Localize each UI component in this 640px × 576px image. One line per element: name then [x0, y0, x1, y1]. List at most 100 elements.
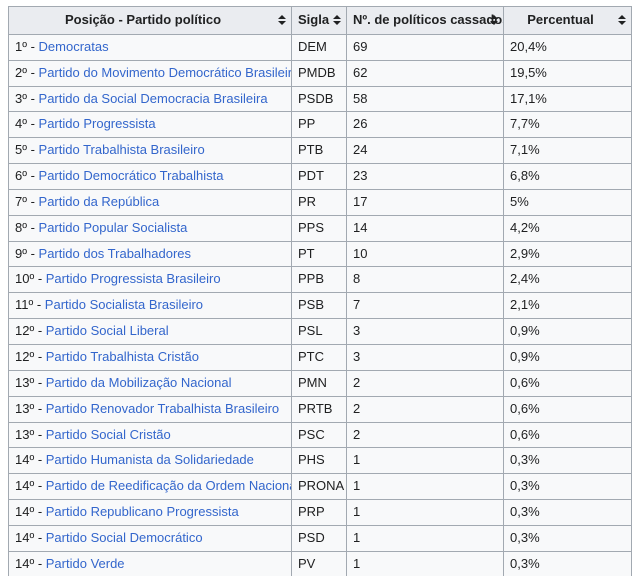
- percentual-cell: 2,1%: [503, 292, 632, 320]
- percentual-cell: 7,1%: [503, 137, 632, 165]
- cassados-cell: 1: [346, 473, 504, 501]
- party-link[interactable]: Partido Progressista: [38, 116, 156, 132]
- table-row: 14º - Partido de Reedificação da Ordem N…: [8, 473, 632, 501]
- position-label: 10º -: [15, 271, 46, 287]
- party-link[interactable]: Partido Verde: [45, 555, 125, 571]
- party-link[interactable]: Partido Trabalhista Brasileiro: [38, 142, 205, 158]
- sigla-cell: PRP: [291, 499, 347, 526]
- sigla-cell: PDT: [291, 163, 347, 190]
- sigla-cell: PMN: [291, 369, 347, 397]
- position-label: 6º -: [15, 168, 39, 184]
- percentual-cell: 2,4%: [503, 266, 632, 294]
- sort-icon[interactable]: [278, 15, 286, 26]
- party-link[interactable]: Partido da República: [38, 193, 160, 209]
- cassados-cell: 24: [346, 137, 504, 165]
- position-label: 14º -: [15, 555, 46, 571]
- table-row: 1º - Democratas DEM 69 20,4%: [8, 33, 632, 61]
- table-row: 11º - Partido Socialista Brasileiro PSB …: [8, 292, 632, 320]
- party-link[interactable]: Partido Humanista da Solidariedade: [45, 452, 254, 468]
- header-percentual[interactable]: Percentual: [503, 6, 632, 35]
- sigla-cell: PV: [291, 550, 347, 576]
- table-row: 13º - Partido Renovador Trabalhista Bras…: [8, 395, 632, 423]
- sigla-cell: PPS: [291, 214, 347, 242]
- cassados-cell: 17: [346, 188, 504, 216]
- party-link[interactable]: Partido Republicano Progressista: [45, 504, 239, 520]
- cassados-cell: 8: [346, 266, 504, 294]
- party-link[interactable]: Partido Renovador Trabalhista Brasileiro: [45, 400, 280, 416]
- cassados-cell: 1: [346, 447, 504, 475]
- sigla-cell: PMDB: [291, 59, 347, 87]
- sigla-cell: PR: [291, 188, 347, 216]
- party-link[interactable]: Partido do Movimento Democrático Brasile…: [38, 64, 292, 80]
- percentual-cell: 0,6%: [503, 395, 632, 423]
- header-cassados[interactable]: Nº. de políticos cassados: [346, 6, 504, 35]
- percentual-cell: 6,8%: [503, 163, 632, 190]
- table-row: 12º - Partido Social Liberal PSL 3 0,9%: [8, 318, 632, 345]
- table-row: 10º - Partido Progressista Brasileiro PP…: [8, 266, 632, 294]
- party-link[interactable]: Partido de Reedificação da Ordem Naciona…: [45, 478, 292, 494]
- party-cell: 12º - Partido Social Liberal: [8, 318, 292, 345]
- party-link[interactable]: Partido da Social Democracia Brasileira: [38, 90, 268, 106]
- header-sigla[interactable]: Sigla: [291, 6, 347, 35]
- percentual-cell: 2,9%: [503, 240, 632, 268]
- position-label: 5º -: [15, 142, 39, 158]
- party-link[interactable]: Partido Social Liberal: [45, 323, 169, 339]
- cassados-cell: 2: [346, 395, 504, 423]
- position-label: 8º -: [15, 219, 39, 235]
- party-cell: 13º - Partido da Mobilização Nacional: [8, 369, 292, 397]
- party-link[interactable]: Partido Progressista Brasileiro: [45, 271, 221, 287]
- position-label: 13º -: [15, 426, 46, 442]
- table-row: 14º - Partido Verde PV 1 0,3%: [8, 550, 632, 576]
- percentual-cell: 0,3%: [503, 550, 632, 576]
- party-cell: 3º - Partido da Social Democracia Brasil…: [8, 85, 292, 113]
- table-body: 1º - Democratas DEM 69 20,4% 2º - Partid…: [8, 33, 632, 576]
- position-label: 12º -: [15, 348, 46, 364]
- position-label: 14º -: [15, 452, 46, 468]
- sigla-cell: PTC: [291, 343, 347, 371]
- table-row: 9º - Partido dos Trabalhadores PT 10 2,9…: [8, 240, 632, 268]
- sort-icon[interactable]: [333, 15, 341, 26]
- sigla-cell: PRTB: [291, 395, 347, 423]
- party-cell: 1º - Democratas: [8, 33, 292, 61]
- party-link[interactable]: Partido dos Trabalhadores: [38, 245, 192, 261]
- table-row: 2º - Partido do Movimento Democrático Br…: [8, 59, 632, 87]
- party-link[interactable]: Partido Democrático Trabalhista: [38, 168, 224, 184]
- party-cell: 11º - Partido Socialista Brasileiro: [8, 292, 292, 320]
- sort-icon[interactable]: [490, 15, 498, 26]
- percentual-cell: 0,6%: [503, 369, 632, 397]
- cassados-cell: 62: [346, 59, 504, 87]
- position-label: 11º -: [15, 297, 45, 313]
- percentual-cell: 0,9%: [503, 343, 632, 371]
- position-label: 2º -: [15, 64, 39, 80]
- party-cell: 13º - Partido Social Cristão: [8, 421, 292, 449]
- party-cell: 14º - Partido Social Democrático: [8, 524, 292, 552]
- party-link[interactable]: Partido Social Democrático: [45, 529, 203, 545]
- sigla-cell: PP: [291, 111, 347, 139]
- position-label: 12º -: [15, 323, 46, 339]
- header-posicao-partido[interactable]: Posição - Partido político: [8, 6, 292, 35]
- position-label: 13º -: [15, 400, 46, 416]
- position-label: 9º -: [15, 245, 39, 261]
- header-label: Nº. de políticos cassados: [353, 12, 504, 27]
- position-label: 14º -: [15, 529, 46, 545]
- sort-icon[interactable]: [618, 15, 626, 26]
- percentual-cell: 0,6%: [503, 421, 632, 449]
- percentual-cell: 19,5%: [503, 59, 632, 87]
- party-link[interactable]: Partido Socialista Brasileiro: [44, 297, 204, 313]
- table-row: 6º - Partido Democrático Trabalhista PDT…: [8, 163, 632, 190]
- table-row: 13º - Partido Social Cristão PSC 2 0,6%: [8, 421, 632, 449]
- cassados-cell: 10: [346, 240, 504, 268]
- sigla-cell: PHS: [291, 447, 347, 475]
- cassados-cell: 7: [346, 292, 504, 320]
- sigla-cell: PRONA: [291, 473, 347, 501]
- party-link[interactable]: Partido Social Cristão: [45, 426, 171, 442]
- sigla-cell: PT: [291, 240, 347, 268]
- position-label: 13º -: [15, 374, 46, 390]
- party-link[interactable]: Partido da Mobilização Nacional: [45, 374, 232, 390]
- party-link[interactable]: Partido Trabalhista Cristão: [45, 348, 199, 364]
- party-link[interactable]: Democratas: [38, 38, 109, 54]
- party-link[interactable]: Partido Popular Socialista: [38, 219, 188, 235]
- header-row: Posição - Partido político Sigla Nº. de …: [8, 6, 632, 35]
